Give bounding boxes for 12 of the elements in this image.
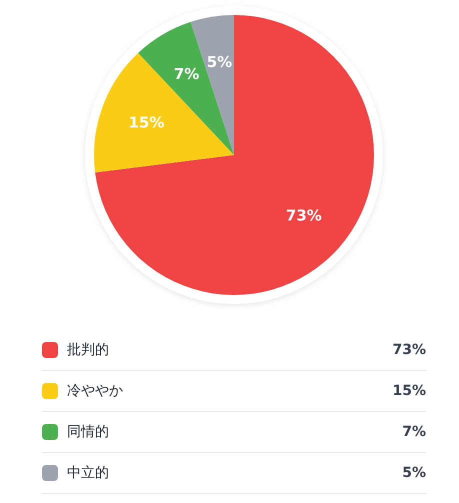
legend-label: 批判的 xyxy=(67,341,110,359)
text: 5% xyxy=(402,465,426,481)
data-label: 5% xyxy=(206,52,232,71)
text: 15% xyxy=(392,383,426,399)
legend-label: 同情的 xyxy=(67,423,110,441)
data-label: 73% xyxy=(286,206,322,224)
data-label: 15% xyxy=(128,113,164,132)
text: 7% xyxy=(402,424,426,440)
data-label: 7% xyxy=(174,64,200,83)
text: 73% xyxy=(392,342,426,358)
legend-label: 冷ややか xyxy=(67,382,124,400)
legend-label: 中立的 xyxy=(67,464,110,482)
